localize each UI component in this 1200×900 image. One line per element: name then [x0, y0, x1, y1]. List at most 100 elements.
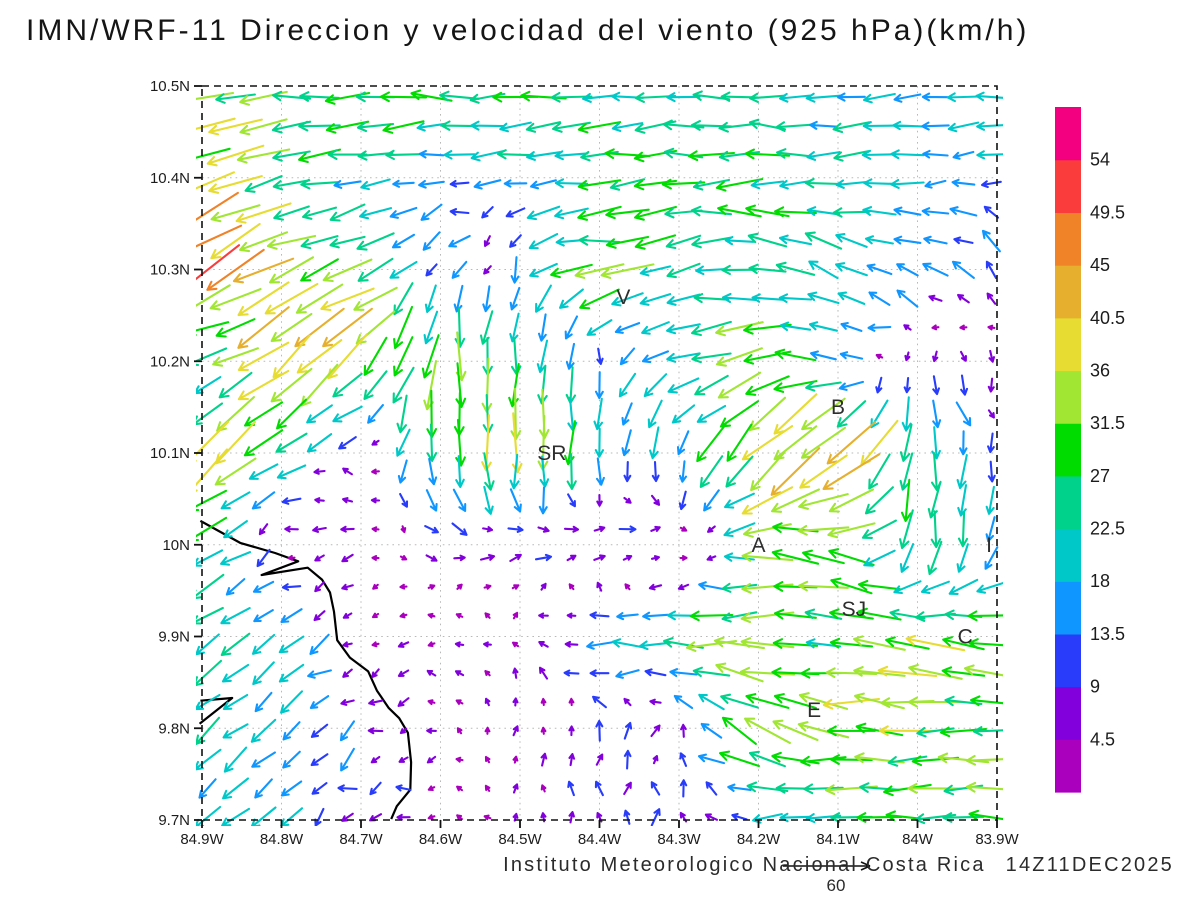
wind-arrow [797, 524, 850, 536]
wind-arrow [509, 286, 521, 311]
wind-arrow [208, 118, 263, 136]
wind-arrow [306, 433, 333, 453]
x-tick-label: 84.6W [419, 831, 463, 848]
y-tick-label: 9.8N [158, 720, 190, 737]
wind-arrow [623, 809, 631, 825]
colorbar-label: 4.5 [1090, 729, 1115, 749]
wind-arrow [215, 93, 256, 104]
colorbar-segment [1055, 370, 1081, 424]
wind-arrow [353, 286, 398, 311]
wind-arrow [822, 453, 881, 490]
wind-arrow [921, 92, 950, 102]
x-tick-label: 84W [902, 831, 934, 848]
wind-arrow [866, 263, 893, 276]
wind-arrow [426, 727, 437, 734]
wind-arrow [622, 554, 633, 561]
wind-arrow [550, 263, 593, 279]
wind-arrow [218, 371, 253, 399]
colorbar-segment [1055, 633, 1081, 688]
wind-arrow [647, 399, 663, 429]
wind-arrow [396, 813, 411, 821]
colorbar-label: 40.5 [1090, 308, 1125, 328]
footer-credit: Instituto Meteorologico Nacional Costa R… [503, 854, 986, 876]
wind-arrow [399, 492, 409, 508]
wind-arrow [448, 234, 471, 248]
wind-arrow [505, 207, 526, 218]
wind-arrow [427, 584, 436, 590]
wind-arrow [540, 784, 547, 793]
x-tick-label: 84.9W [180, 831, 224, 848]
wind-arrow [221, 663, 250, 683]
wind-arrow [804, 608, 843, 620]
wind-arrow [526, 205, 561, 221]
wind-arrow [651, 460, 660, 483]
colorbar-segment [1055, 107, 1081, 161]
wind-arrow [725, 455, 754, 488]
wind-arrow [397, 641, 410, 648]
wind-arrow [623, 749, 632, 770]
wind-arrow [621, 402, 633, 426]
wind-arrow [360, 178, 391, 191]
wind-arrow [771, 488, 820, 513]
wind-arrow [563, 525, 580, 533]
wind-arrow [862, 121, 897, 131]
wind-arrow [525, 121, 562, 133]
wind-arrow [512, 755, 519, 764]
wind-arrow [825, 667, 878, 679]
wind-arrow [896, 263, 919, 277]
wind-arrow [932, 350, 939, 363]
wind-arrow [342, 668, 353, 678]
x-tick-label: 84.4W [578, 831, 622, 848]
wind-arrow [300, 178, 339, 190]
wind-arrow [802, 549, 845, 565]
wind-arrow [623, 781, 632, 796]
wind-arrow [276, 464, 307, 480]
wind-arrow [689, 610, 734, 622]
wind-arrow [320, 287, 375, 312]
station-label-b: B [831, 396, 845, 419]
wind-arrow [600, 263, 655, 279]
wind-arrow [924, 179, 947, 189]
wind-arrow [399, 727, 408, 735]
wind-arrow [482, 526, 494, 533]
wind-arrow [302, 206, 338, 220]
wind-arrow [863, 178, 896, 189]
wind-arrow [957, 293, 970, 304]
wind-arrow [775, 121, 816, 132]
wind-arrow [456, 727, 463, 735]
wind-arrow [857, 579, 901, 591]
footer-timestamp: 14Z11DEC2025 [1005, 854, 1174, 876]
wind-arrow [739, 666, 796, 678]
wind-arrow [397, 459, 408, 484]
wind-arrow [356, 232, 395, 251]
wind-arrow [743, 523, 792, 538]
wind-arrow [717, 371, 762, 399]
wind-arrow [833, 150, 870, 162]
x-tick-label: 83.9W [975, 831, 1019, 848]
wind-arrow [313, 468, 326, 475]
wind-arrow [968, 638, 1003, 649]
wind-arrow [666, 352, 701, 363]
wind-arrow [196, 420, 230, 462]
wind-arrow [976, 121, 1003, 131]
wind-arrow [251, 633, 276, 655]
wind-arrow [314, 554, 325, 562]
wind-arrow [691, 320, 732, 337]
wind-arrow [594, 427, 605, 458]
wind-arrow [423, 360, 438, 411]
wind-arrow [718, 150, 761, 162]
wind-arrow [596, 347, 604, 365]
wind-arrow [425, 263, 438, 277]
wind-arrow [424, 284, 437, 313]
wind-arrow [827, 522, 876, 539]
wind-arrow [832, 207, 871, 218]
wind-arrow [594, 371, 604, 400]
wind-arrow [726, 423, 753, 462]
wind-arrow [196, 606, 224, 625]
wind-arrow [893, 206, 922, 216]
wind-arrow [196, 224, 243, 248]
wind-arrow [449, 208, 470, 216]
wind-arrow [671, 404, 696, 424]
wind-arrow [805, 381, 842, 392]
x-tick-label: 84.2W [737, 831, 781, 848]
